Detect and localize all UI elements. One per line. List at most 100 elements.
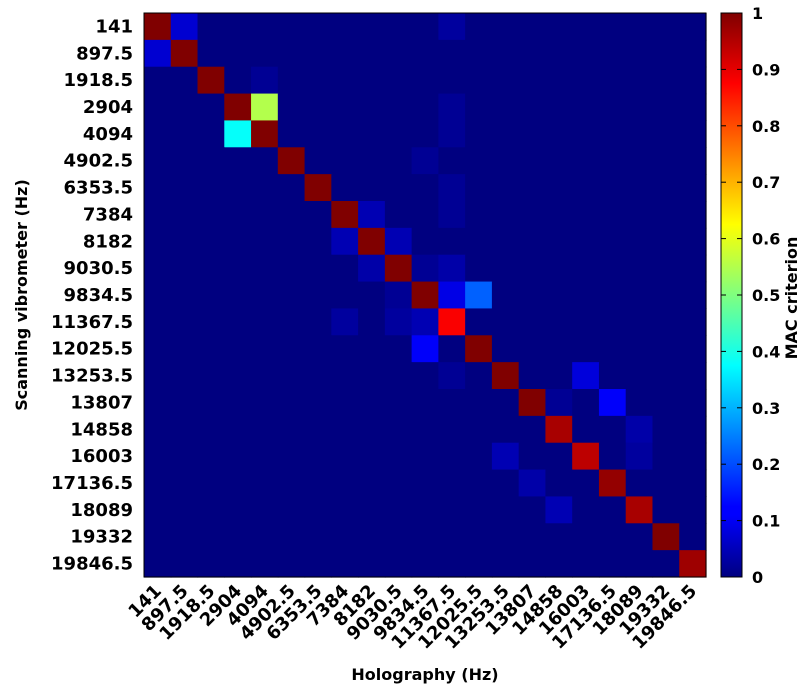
heatmap-cell xyxy=(572,254,600,283)
heatmap-cell xyxy=(170,227,199,256)
heatmap-cell xyxy=(598,523,627,551)
heatmap-cell xyxy=(679,469,707,498)
heatmap-cell xyxy=(491,335,520,363)
heatmap-cell xyxy=(331,39,359,68)
heatmap-cell xyxy=(572,442,600,471)
heatmap-cell xyxy=(438,147,466,175)
heatmap-cell xyxy=(625,442,654,471)
heatmap-cell xyxy=(572,227,600,256)
heatmap-cell xyxy=(224,415,252,444)
heatmap-cell xyxy=(411,415,439,444)
heatmap-cell xyxy=(251,362,279,390)
heatmap-cell xyxy=(679,13,707,41)
heatmap-cell xyxy=(224,442,252,471)
heatmap-cell xyxy=(465,442,493,471)
heatmap-cell xyxy=(304,254,332,283)
heatmap-cell xyxy=(625,254,654,283)
heatmap-cell xyxy=(625,201,654,229)
colorbar-label: MAC criterion xyxy=(782,237,801,360)
heatmap-cell xyxy=(304,523,332,551)
heatmap-cell xyxy=(170,120,199,148)
heatmap-cell xyxy=(304,308,332,336)
heatmap-cell xyxy=(224,227,252,256)
heatmap-cell xyxy=(224,39,252,68)
heatmap-cell xyxy=(197,281,225,310)
heatmap-cell xyxy=(170,442,199,471)
heatmap-cell xyxy=(518,39,547,68)
heatmap-cell xyxy=(465,174,493,202)
heatmap-cell xyxy=(384,550,413,578)
heatmap-cell xyxy=(465,201,493,229)
heatmap-cell xyxy=(572,13,600,41)
heatmap-cell xyxy=(572,39,600,68)
y-tick-label: 7384 xyxy=(83,204,133,225)
heatmap-cell xyxy=(572,174,600,202)
heatmap-cell xyxy=(652,362,680,390)
heatmap-cell xyxy=(197,389,225,417)
heatmap-cell xyxy=(224,469,252,498)
heatmap-cell xyxy=(170,201,199,229)
heatmap-cell xyxy=(144,147,172,175)
heatmap-cell xyxy=(518,174,547,202)
heatmap-cell xyxy=(384,254,413,283)
heatmap-cell xyxy=(144,93,172,122)
heatmap-cell xyxy=(598,13,627,41)
heatmap-cell xyxy=(491,442,520,471)
heatmap-cell xyxy=(491,469,520,498)
heatmap-cell xyxy=(411,93,439,122)
heatmap-cell xyxy=(652,39,680,68)
heatmap-cell xyxy=(652,415,680,444)
heatmap-cell xyxy=(224,523,252,551)
heatmap-cell xyxy=(331,66,359,95)
heatmap-cell xyxy=(491,93,520,122)
heatmap-cell xyxy=(652,13,680,41)
heatmap-cell xyxy=(465,93,493,122)
heatmap-cell xyxy=(572,201,600,229)
heatmap-cell xyxy=(251,147,279,175)
heatmap-cell xyxy=(197,308,225,336)
heatmap-cell xyxy=(465,147,493,175)
y-tick-label: 14858 xyxy=(70,419,133,440)
heatmap-cell xyxy=(331,389,359,417)
heatmap-cell xyxy=(277,281,306,310)
heatmap-cell xyxy=(331,93,359,122)
heatmap-cell xyxy=(197,442,225,471)
heatmap-cell xyxy=(625,335,654,363)
heatmap-cell xyxy=(144,201,172,229)
heatmap-cell xyxy=(652,308,680,336)
heatmap-cell xyxy=(144,496,172,524)
heatmap-cell xyxy=(518,13,547,41)
y-tick-label: 8182 xyxy=(83,231,133,252)
heatmap-cell xyxy=(572,308,600,336)
heatmap-cell xyxy=(197,523,225,551)
y-tick-label: 1918.5 xyxy=(64,70,133,91)
heatmap-cell xyxy=(331,362,359,390)
heatmap-cell xyxy=(598,335,627,363)
heatmap-cell xyxy=(277,254,306,283)
heatmap-cell xyxy=(144,308,172,336)
heatmap-cell xyxy=(518,147,547,175)
y-tick-label: 2904 xyxy=(83,97,133,118)
heatmap-cell xyxy=(652,550,680,578)
heatmap-cell xyxy=(545,120,573,148)
heatmap-cell xyxy=(438,66,466,95)
heatmap-cell xyxy=(598,469,627,498)
heatmap-cell xyxy=(518,308,547,336)
heatmap-cell xyxy=(465,308,493,336)
heatmap-cell xyxy=(251,39,279,68)
heatmap-cell xyxy=(598,362,627,390)
heatmap-cell xyxy=(652,523,680,551)
heatmap-cell xyxy=(518,281,547,310)
heatmap-cell xyxy=(304,415,332,444)
heatmap-cell xyxy=(625,469,654,498)
heatmap-cell xyxy=(358,201,386,229)
heatmap-cell xyxy=(358,227,386,256)
heatmap-cell xyxy=(358,415,386,444)
heatmap-cell xyxy=(598,415,627,444)
heatmap-cell xyxy=(251,389,279,417)
heatmap-cell xyxy=(625,13,654,41)
heatmap-cell xyxy=(572,550,600,578)
heatmap-cell xyxy=(598,147,627,175)
heatmap-cell xyxy=(438,227,466,256)
heatmap-cell xyxy=(144,442,172,471)
